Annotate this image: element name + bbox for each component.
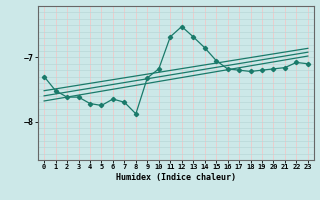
X-axis label: Humidex (Indice chaleur): Humidex (Indice chaleur) xyxy=(116,173,236,182)
